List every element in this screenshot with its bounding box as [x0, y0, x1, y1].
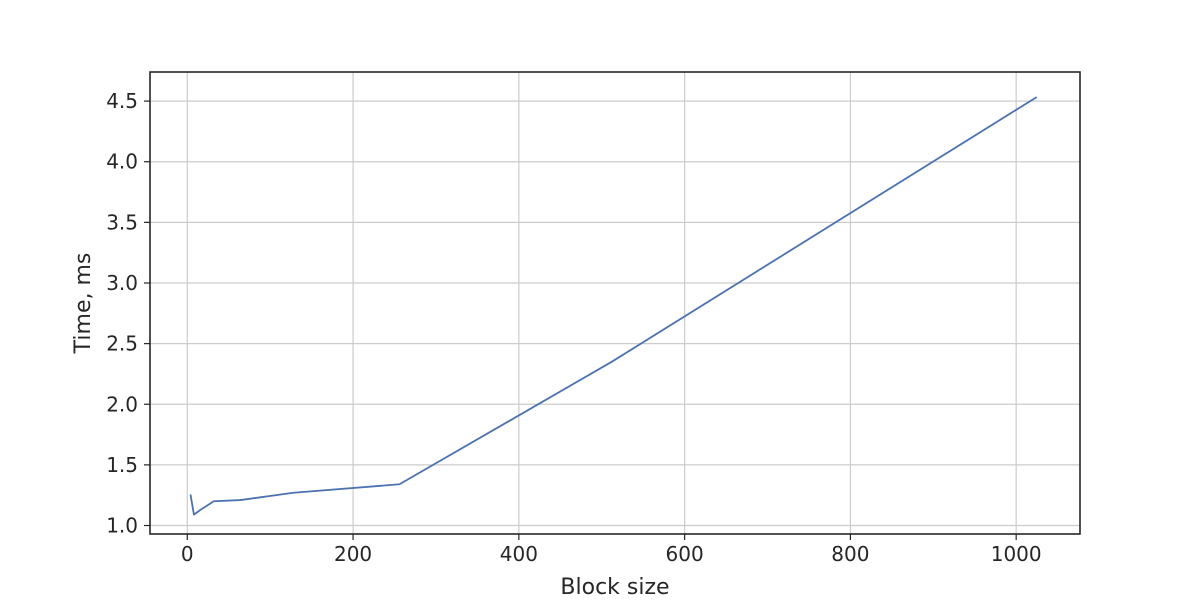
- plot-frame: [149, 71, 1081, 535]
- x-tick-label: 0: [181, 542, 194, 566]
- y-tick-label: 1.0: [106, 514, 138, 538]
- grid: [150, 72, 1080, 534]
- y-tick-label: 3.5: [106, 210, 138, 234]
- x-tick-label: 200: [334, 542, 372, 566]
- y-axis-label: Time, ms: [71, 253, 96, 355]
- x-tick-label: 800: [831, 542, 869, 566]
- y-tick-label: 3.0: [106, 271, 138, 295]
- x-axis: 0 200 400 600 800 1000: [181, 534, 1042, 566]
- series-line: [189, 96, 1037, 516]
- y-tick-label: 4.0: [106, 150, 138, 174]
- y-tick-label: 2.5: [106, 332, 138, 356]
- x-axis-label: Block size: [560, 575, 669, 600]
- y-tick-label: 2.0: [106, 392, 138, 416]
- x-tick-label: 600: [666, 542, 704, 566]
- x-tick-label: 1000: [991, 542, 1042, 566]
- y-tick-label: 4.5: [106, 89, 138, 113]
- y-tick-label: 1.5: [106, 453, 138, 477]
- series-layer: [189, 96, 1037, 516]
- y-axis: 1.0 1.5 2.0 2.5 3.0 3.5 4.0 4.5: [106, 89, 150, 538]
- x-tick-label: 400: [500, 542, 538, 566]
